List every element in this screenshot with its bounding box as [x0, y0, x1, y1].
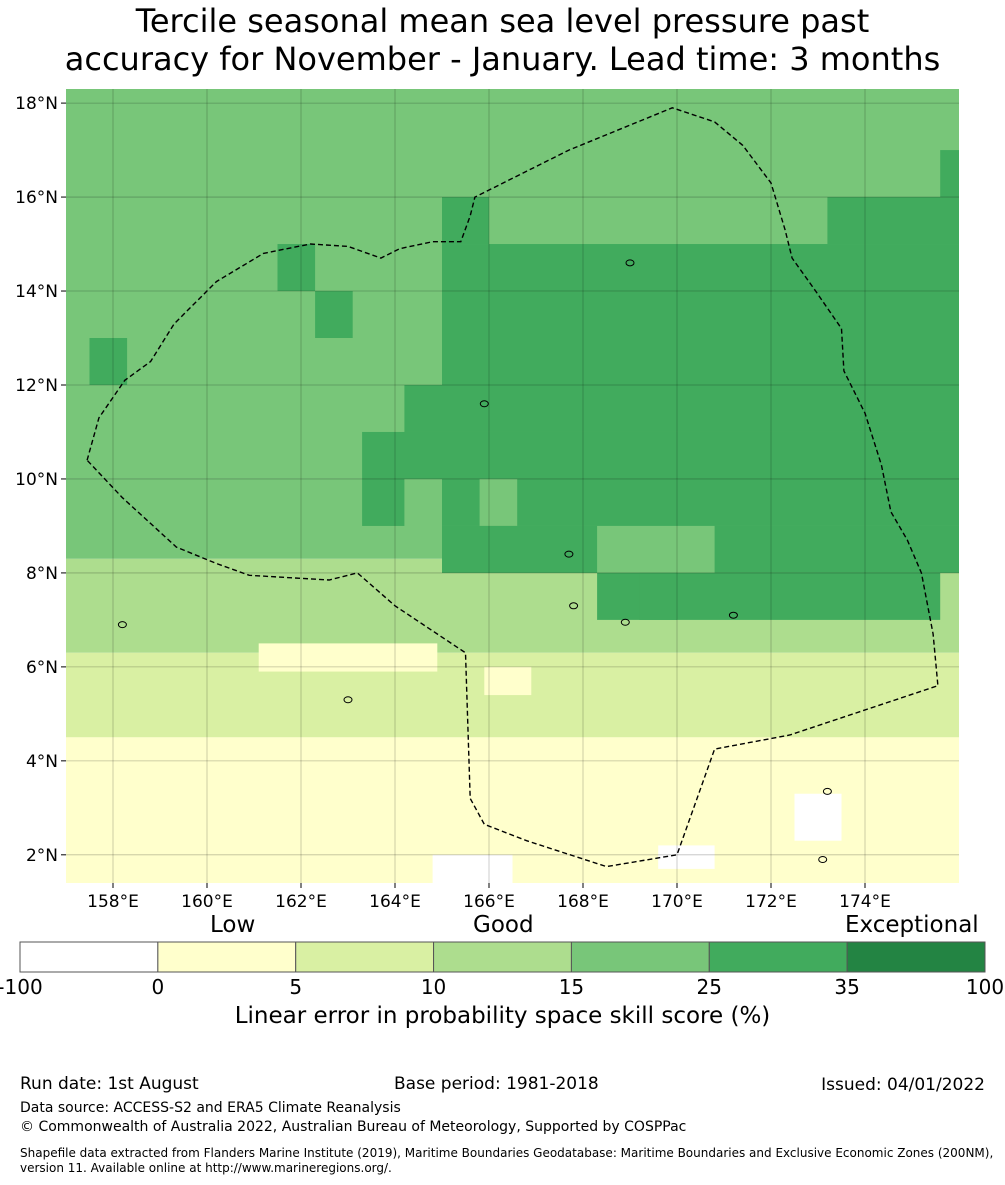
colorbar-title: Linear error in probability space skill …: [234, 1003, 771, 1029]
colorbar-label-good: Good: [473, 912, 534, 938]
lat-tick-label: 6°N: [26, 658, 58, 678]
skill-cell: [639, 572, 677, 620]
latitude-ticks: 18°N 16°N 14°N 12°N 10°N 8°N 6°N 4°N 2°N: [15, 94, 66, 866]
skill-cell: [277, 244, 316, 292]
skill-cell: [442, 291, 959, 339]
colorbar-segment: [570, 941, 710, 973]
lon-tick-label: 172°E: [745, 892, 797, 912]
colorbar-segment: [708, 941, 848, 973]
run-date: Run date: 1st August: [20, 1074, 199, 1094]
lon-tick-label: 162°E: [275, 892, 327, 912]
skill-cell: [442, 197, 489, 245]
lat-tick-label: 2°N: [26, 846, 58, 866]
colorbar-segment: [19, 941, 159, 973]
island-outline: [625, 259, 635, 267]
island-outline: [569, 602, 579, 610]
skill-cell: [442, 338, 959, 385]
skill-cell: [258, 643, 438, 672]
skill-cell: [442, 478, 959, 526]
shapefile-credit: Shapefile data extracted from Flanders M…: [20, 1146, 994, 1175]
data-source: Data source: ACCESS-S2 and ERA5 Climate …: [20, 1100, 401, 1116]
colorbar-label-low: Low: [210, 912, 256, 938]
skill-cell: [362, 431, 960, 479]
island-outline: [117, 621, 127, 629]
skill-cell: [597, 525, 715, 573]
skill-cell: [827, 197, 959, 245]
map-title-line-2: accuracy for November - January. Lead ti…: [64, 40, 941, 78]
colorbar-tick-label: 5: [289, 975, 303, 999]
skill-cell: [484, 666, 532, 696]
copyright: © Commonwealth of Australia 2022, Austra…: [20, 1119, 687, 1135]
lat-tick-label: 14°N: [15, 282, 58, 302]
skill-cell: [404, 384, 959, 432]
lat-tick-label: 18°N: [15, 94, 58, 114]
skill-cell: [940, 150, 959, 198]
skill-cells: [66, 89, 960, 883]
lon-tick-label: 158°E: [87, 892, 139, 912]
island-outline: [479, 400, 489, 408]
island-outline: [818, 856, 828, 864]
lon-tick-label: 170°E: [651, 892, 703, 912]
skill-cell: [315, 291, 353, 339]
skill-cell: [362, 478, 405, 526]
skill-cell: [432, 854, 513, 883]
lat-tick-label: 12°N: [15, 376, 58, 396]
island-outline: [822, 787, 832, 795]
land-outlines: [117, 259, 832, 864]
colorbar-tick-label: 100: [965, 975, 1005, 999]
skill-cell: [66, 150, 959, 198]
skill-cell: [658, 845, 715, 869]
island-outline: [564, 550, 574, 558]
lat-tick-label: 16°N: [15, 188, 58, 208]
colorbar-segment: [157, 941, 297, 973]
lon-tick-label: 168°E: [557, 892, 609, 912]
colorbar-segment: [295, 941, 435, 973]
colorbar-tick-label: 15: [558, 975, 585, 999]
colorbar-segment: [846, 941, 986, 973]
lat-tick-label: 4°N: [26, 752, 58, 772]
island-outline: [728, 611, 738, 619]
skill-cell: [442, 244, 959, 292]
gridlines: [66, 89, 959, 883]
lon-tick-label: 164°E: [369, 892, 421, 912]
lat-tick-label: 10°N: [15, 470, 58, 490]
island-outline: [620, 618, 630, 626]
skill-cell: [794, 793, 842, 841]
longitude-ticks: 158°E 160°E 162°E 164°E 166°E 168°E 170°E 172°E…: [87, 883, 891, 912]
skill-map: 158°E 160°E 162°E 164°E 166°E 168°E 170°E 172°E…: [15, 89, 960, 912]
colorbar-segment: [433, 941, 572, 973]
skill-cell: [66, 103, 959, 151]
skill-cell: [479, 478, 518, 526]
base-period: Base period: 1981-2018: [394, 1074, 599, 1094]
skill-band: [66, 652, 959, 738]
colorbar-tick-label: 25: [696, 975, 723, 999]
colorbar-tick-label: -100: [0, 975, 43, 999]
lon-tick-label: 166°E: [463, 892, 515, 912]
lat-tick-label: 8°N: [26, 564, 58, 584]
skill-cell: [89, 338, 128, 385]
colorbar: [19, 941, 986, 973]
colorbar-tick-label: 0: [151, 975, 165, 999]
colorbar-tick-label: 10: [420, 975, 447, 999]
map-title: Tercile seasonal mean sea level pressure…: [0, 2, 1005, 78]
lon-tick-label: 174°E: [839, 892, 891, 912]
lon-tick-label: 160°E: [181, 892, 233, 912]
colorbar-label-exceptional: Exceptional: [845, 912, 979, 938]
colorbar-tick-label: 35: [834, 975, 860, 999]
map-title-line-1: Tercile seasonal mean sea level pressure…: [135, 2, 870, 40]
island-outline: [343, 696, 353, 704]
issued-date: Issued: 04/01/2022: [821, 1075, 985, 1095]
